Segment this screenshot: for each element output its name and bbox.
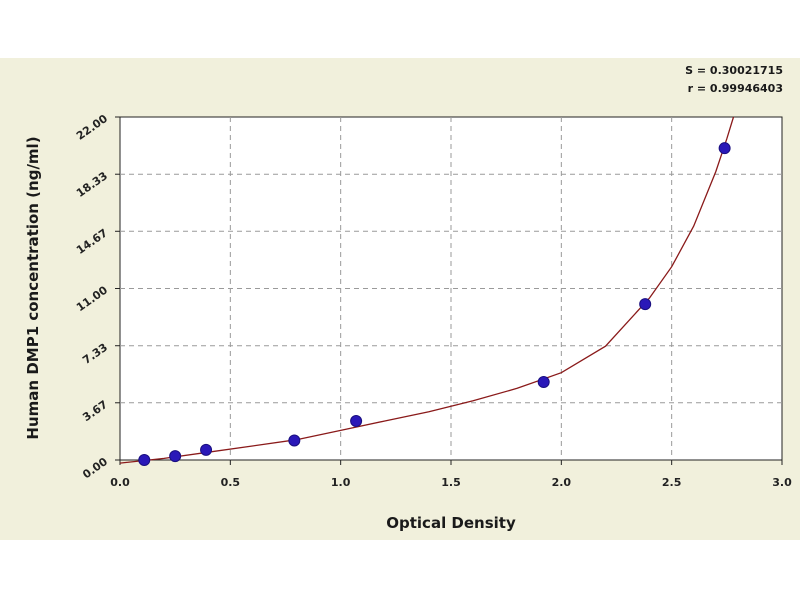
y-tick-label: 11.00: [74, 283, 110, 314]
y-axis-title: Human DMP1 concentration (ng/ml): [24, 136, 42, 439]
x-tick-label: 0.5: [221, 476, 241, 489]
y-tick-label: 7.33: [80, 341, 110, 367]
data-point: [639, 298, 652, 311]
chart-panel: S = 0.30021715 r = 0.99946403 0.0 0.5 1.0 1…: [0, 58, 800, 540]
x-tick-label: 0.0: [110, 476, 130, 489]
x-axis-title: Optical Density: [386, 514, 516, 532]
data-point: [169, 450, 182, 463]
y-tick-label: 14.67: [74, 226, 110, 257]
x-tick-labels: 0.0 0.5 1.0 1.5 2.0 2.5 3.0: [110, 476, 792, 489]
data-points: [138, 142, 731, 466]
x-tick-label: 3.0: [772, 476, 792, 489]
data-point: [350, 415, 363, 428]
data-point: [138, 454, 151, 466]
data-point: [200, 443, 213, 456]
y-tick-label: 0.00: [80, 455, 110, 481]
x-tick-label: 1.5: [441, 476, 461, 489]
calibration-chart: S = 0.30021715 r = 0.99946403 0.0 0.5 1.0 1…: [24, 64, 792, 532]
data-point: [537, 376, 550, 389]
y-tick-label: 3.67: [80, 398, 110, 424]
fit-curve: [119, 116, 735, 464]
tick-marks: [115, 116, 783, 465]
stat-s: S = 0.30021715: [685, 64, 783, 77]
grid-lines: [120, 117, 782, 460]
data-point: [288, 434, 301, 447]
y-tick-label: 18.33: [74, 169, 110, 200]
stat-r: r = 0.99946403: [688, 82, 783, 95]
data-point: [718, 142, 731, 155]
fit-curve-layer: [119, 116, 735, 464]
x-tick-label: 2.5: [662, 476, 682, 489]
y-tick-labels: 0.00 3.67 7.33 11.00 14.67 18.33 22.00: [74, 112, 110, 481]
x-tick-label: 2.0: [552, 476, 572, 489]
y-tick-label: 22.00: [74, 112, 110, 143]
x-tick-label: 1.0: [331, 476, 351, 489]
